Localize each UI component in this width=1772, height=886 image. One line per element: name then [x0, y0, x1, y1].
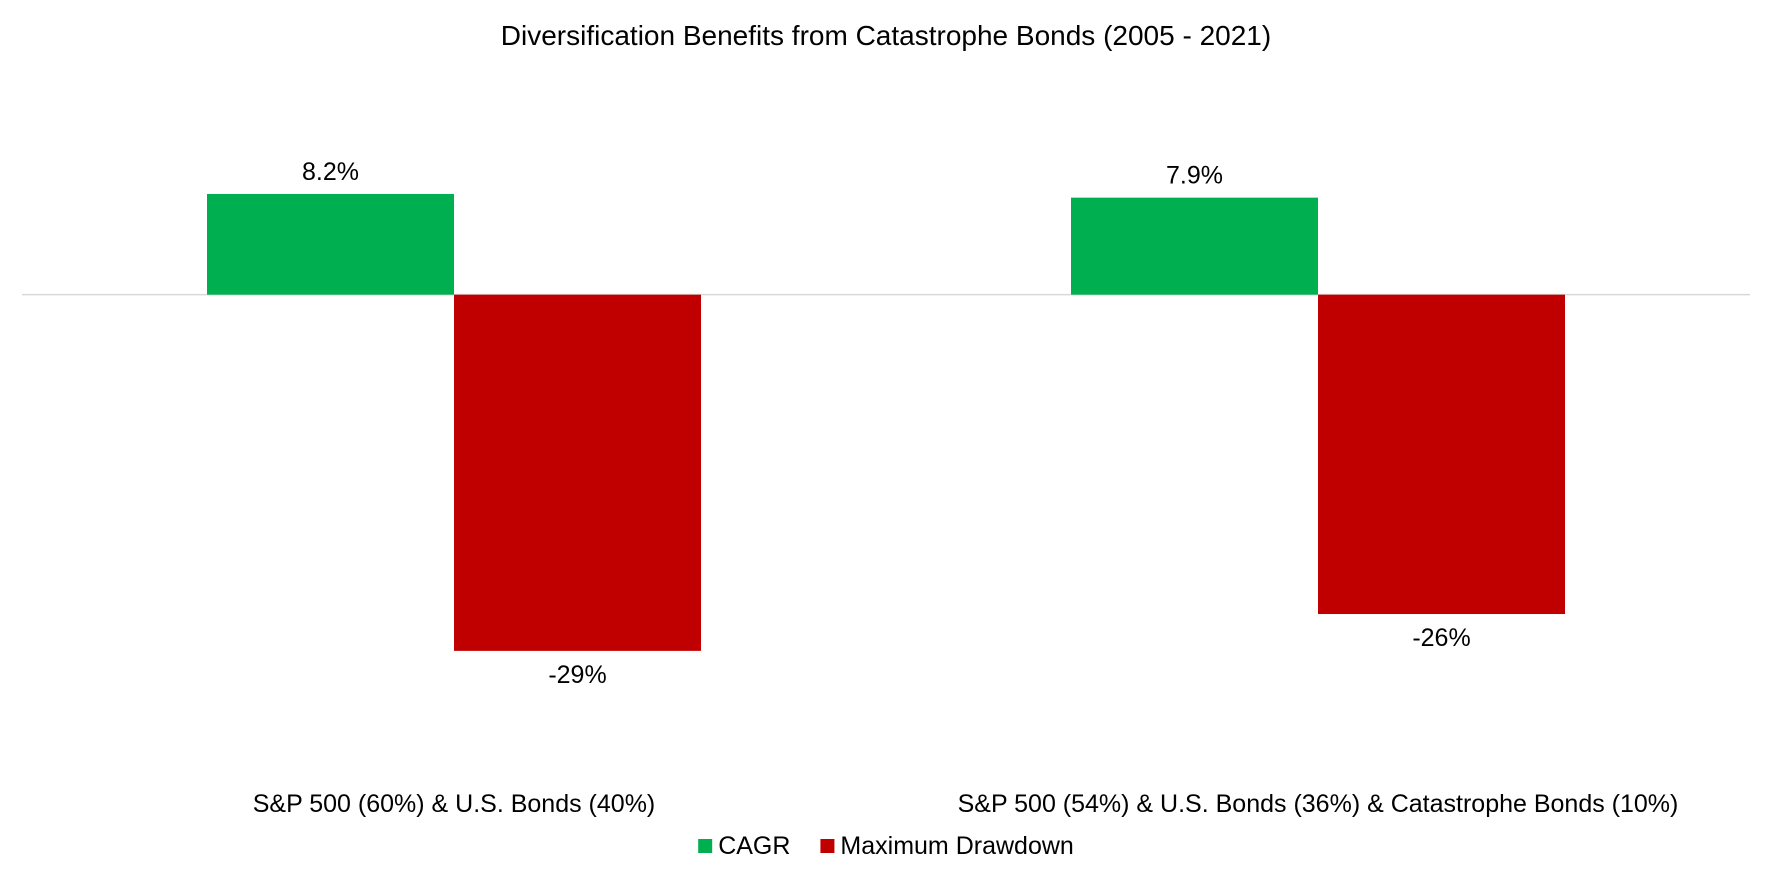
category-labels: S&P 500 (60%) & U.S. Bonds (40%) S&P 500 …: [253, 790, 1679, 818]
data-label-maximum-drawdown-2: -26%: [1412, 624, 1470, 652]
category-label-1: S&P 500 (60%) & U.S. Bonds (40%): [253, 790, 656, 818]
data-label-maximum-drawdown-1: -29%: [548, 661, 606, 689]
category-label-2: S&P 500 (54%) & U.S. Bonds (36%) & Catas…: [958, 790, 1679, 818]
bars: [207, 193, 1565, 651]
bar-maximum-drawdown-2: [1318, 294, 1565, 615]
bar-cagr-1: [207, 193, 454, 295]
data-label-cagr-2: 7.9%: [1166, 162, 1223, 190]
legend: CAGR Maximum Drawdown: [698, 832, 1074, 860]
legend-item-maximum-drawdown: Maximum Drawdown: [820, 832, 1074, 860]
legend-label: CAGR: [718, 832, 790, 860]
legend-swatch: [820, 839, 835, 853]
data-label-cagr-1: 8.2%: [302, 158, 359, 186]
data-labels: 8.2% -29% 7.9% -26%: [302, 158, 1471, 689]
legend-item-cagr: CAGR: [698, 832, 790, 860]
chart-title: Diversification Benefits from Catastroph…: [501, 20, 1271, 51]
legend-label: Maximum Drawdown: [840, 832, 1073, 860]
bar-maximum-drawdown-1: [454, 294, 701, 651]
legend-swatch: [698, 839, 713, 853]
bar-cagr-2: [1071, 197, 1318, 295]
